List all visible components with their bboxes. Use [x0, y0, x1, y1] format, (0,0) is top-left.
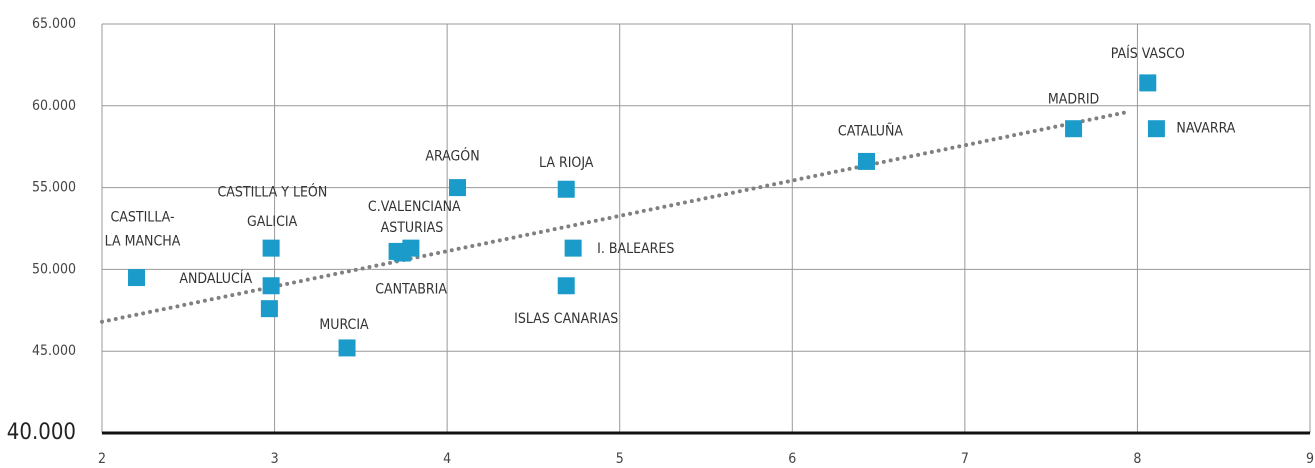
- point: [557, 180, 575, 198]
- point: [1065, 120, 1083, 138]
- point: [857, 152, 875, 170]
- x-tick-label: 5: [616, 451, 624, 467]
- point-label: CASTILLA Y LEÓN: [218, 183, 328, 201]
- x-tick-label: 7: [961, 451, 969, 467]
- y-tick-label: 40.000: [7, 420, 76, 445]
- point-label: ARAGÓN: [425, 147, 479, 165]
- y-tick-label: 65.000: [32, 16, 76, 32]
- x-tick-label: 8: [1133, 451, 1141, 467]
- point: [262, 239, 280, 257]
- point: [564, 239, 582, 257]
- point-label: CATALUÑA: [838, 122, 903, 139]
- point-label: C.VALENCIANA: [368, 199, 461, 215]
- point: [338, 339, 356, 357]
- y-tick-label: 55.000: [32, 180, 76, 196]
- y-tick-label: 50.000: [32, 261, 76, 277]
- point: [1147, 120, 1165, 138]
- x-tick-label: 6: [788, 451, 796, 467]
- point-label: PAÍS VASCO: [1111, 45, 1185, 62]
- point-label: CASTILLA-: [111, 210, 175, 226]
- x-tick-label: 9: [1306, 451, 1314, 467]
- point-label: I. BALEARES: [597, 241, 674, 257]
- y-tick-label: 60.000: [32, 98, 76, 114]
- point: [260, 300, 278, 318]
- y-tick-label: 45.000: [32, 343, 76, 359]
- point-label: CANTABRIA: [375, 281, 447, 297]
- point: [262, 277, 280, 295]
- point-label: MADRID: [1048, 92, 1099, 108]
- x-tick-label: 3: [271, 451, 279, 467]
- point-label: GALICIA: [247, 214, 298, 230]
- point: [448, 179, 466, 197]
- x-tick-label: 4: [443, 451, 451, 467]
- point-label: LA MANCHA: [105, 234, 181, 250]
- point-label: LA RIOJA: [539, 155, 594, 171]
- point: [402, 239, 420, 257]
- x-tick-label: 2: [98, 451, 106, 467]
- point-label: ISLAS CANARIAS: [514, 311, 618, 327]
- point-label: MURCIA: [319, 317, 369, 333]
- point-label: ANDALUCÍA: [179, 270, 252, 287]
- point: [1139, 74, 1157, 92]
- point-label: ASTURIAS: [381, 220, 444, 236]
- point: [557, 277, 575, 295]
- point: [128, 269, 146, 287]
- point-label: NAVARRA: [1176, 121, 1235, 137]
